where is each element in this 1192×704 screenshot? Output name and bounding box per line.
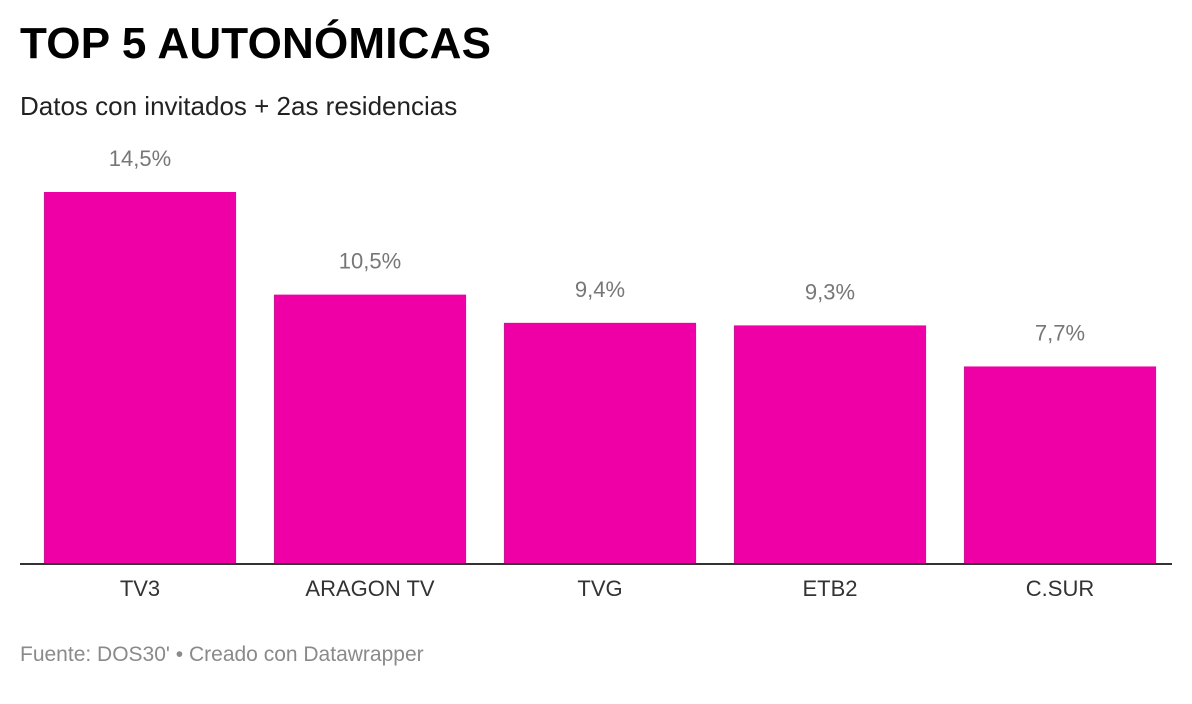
footer-separator: • (175, 643, 184, 666)
source-text: Fuente: DOS30' (20, 643, 170, 666)
value-labels-group: 14,5% 10,5% 9,4% 9,3% 7,7% (109, 146, 1085, 345)
category-label: ETB2 (802, 576, 857, 601)
chart-footer: Fuente: DOS30' • Creado con Datawrapper (20, 640, 424, 670)
category-label: ARAGON TV (305, 576, 435, 601)
value-label: 9,3% (805, 279, 855, 304)
value-label: 14,5% (109, 146, 171, 171)
credit-text: Creado con Datawrapper (188, 643, 424, 666)
bars-group (44, 192, 1156, 564)
bar-c-sur (964, 366, 1156, 564)
value-label: 9,4% (575, 277, 625, 302)
bar-etb2 (734, 325, 926, 564)
chart-subtitle: Datos con invitados + 2as residencias (20, 91, 458, 121)
bar-tvg (504, 322, 696, 564)
category-label: C.SUR (1026, 576, 1094, 601)
bar-tv3 (44, 192, 236, 564)
value-label: 10,5% (339, 249, 401, 274)
category-labels-group: TV3 ARAGON TV TVG ETB2 C.SUR (120, 576, 1094, 601)
category-label: TV3 (120, 576, 160, 601)
value-label: 7,7% (1035, 320, 1085, 345)
chart-title: TOP 5 AUTONÓMICAS (20, 19, 492, 68)
category-label: TVG (577, 576, 622, 601)
bar-aragon-tv (274, 294, 466, 564)
